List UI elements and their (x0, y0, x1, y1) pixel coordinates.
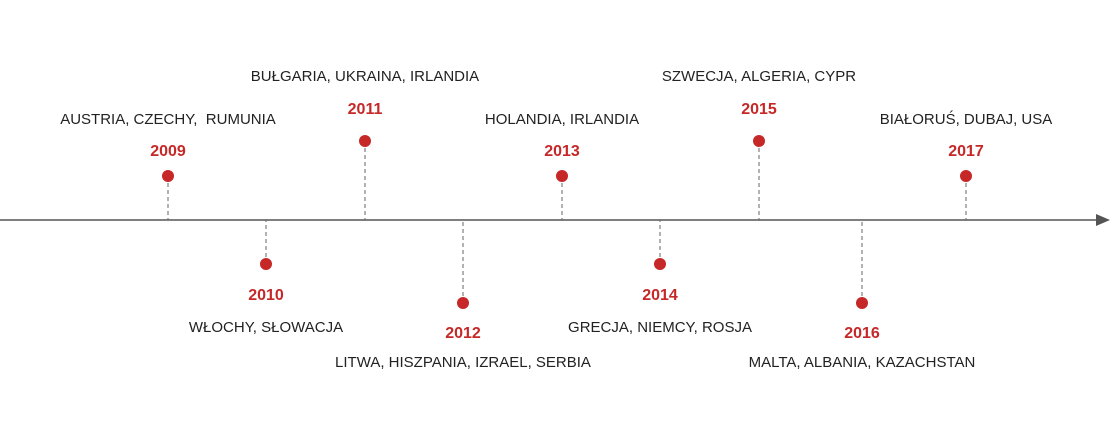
event-year: 2010 (248, 287, 284, 304)
event-year: 2016 (844, 325, 880, 342)
event-label: SZWECJA, ALGERIA, CYPR (662, 68, 856, 85)
event-year: 2011 (348, 101, 383, 118)
event-label: BIAŁORUŚ, DUBAJ, USA (880, 110, 1053, 128)
event-dot (457, 297, 469, 309)
event-label: LITWA, HISZPANIA, IZRAEL, SERBIA (335, 354, 591, 371)
event-year: 2015 (741, 101, 777, 118)
event-label: MALTA, ALBANIA, KAZACHSTAN (749, 354, 976, 371)
event-dot (856, 297, 868, 309)
event-year: 2013 (544, 143, 580, 160)
event-dot (260, 258, 272, 270)
event-year: 2012 (445, 325, 481, 342)
event-dot (960, 170, 972, 182)
event-dot (654, 258, 666, 270)
event-label: WŁOCHY, SŁOWACJA (189, 319, 343, 336)
event-year: 2017 (948, 143, 984, 160)
event-dot (556, 170, 568, 182)
event-label: GRECJA, NIEMCY, ROSJA (568, 319, 752, 336)
event-year: 2014 (642, 287, 678, 304)
event-label: HOLANDIA, IRLANDIA (485, 111, 639, 128)
event-year: 2009 (150, 143, 186, 160)
axis-arrow (1096, 214, 1110, 226)
event-dot (753, 135, 765, 147)
event-label: BUŁGARIA, UKRAINA, IRLANDIA (251, 68, 479, 85)
event-dot (162, 170, 174, 182)
event-label: AUSTRIA, CZECHY, RUMUNIA (60, 111, 276, 128)
event-dot (359, 135, 371, 147)
